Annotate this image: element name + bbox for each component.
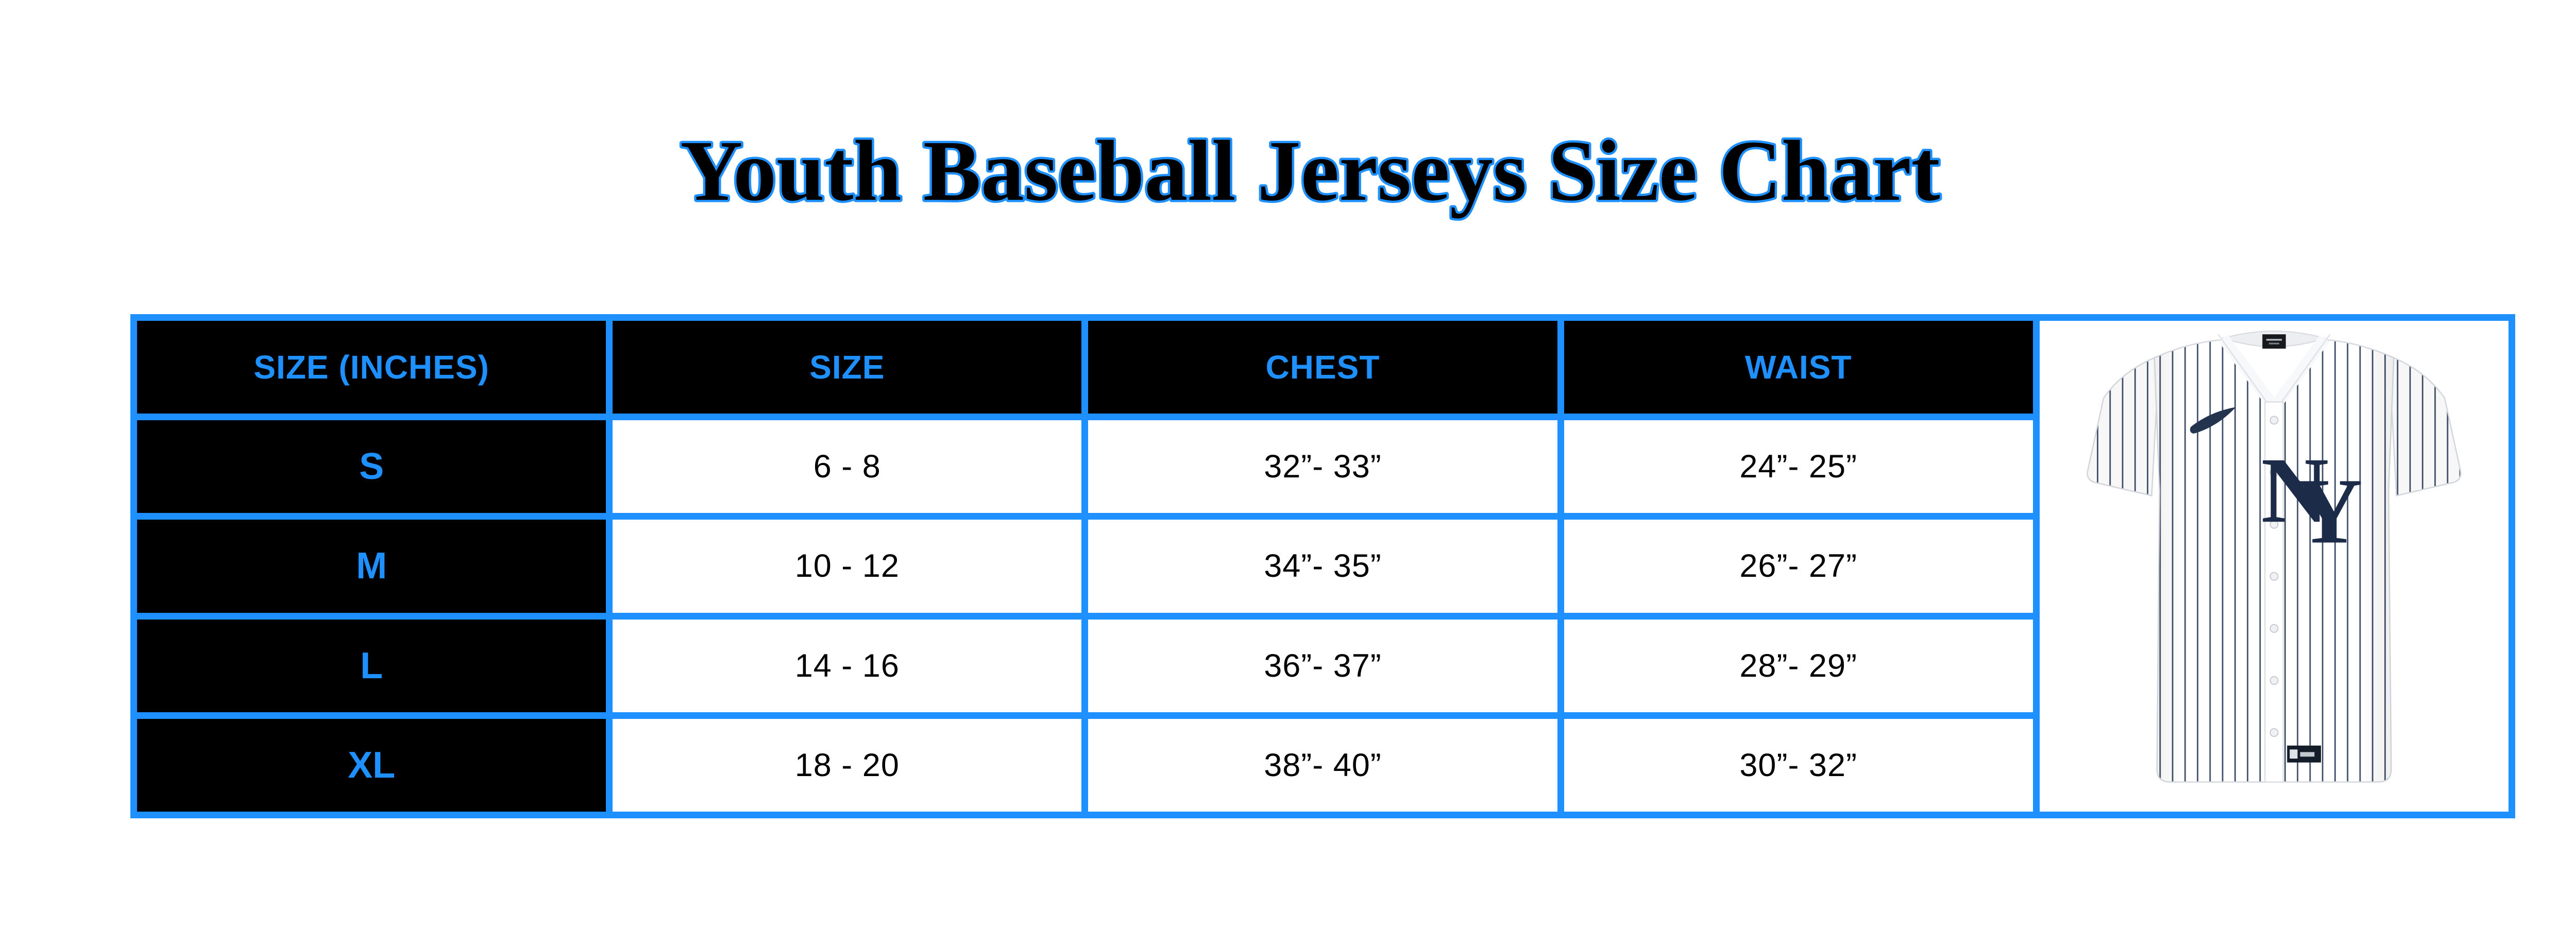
page-title-area: Youth Baseball Jerseys Size Chart [0, 67, 2576, 237]
size-label-cell: L [137, 619, 606, 712]
jersey-product-image: N Y [2039, 321, 2509, 812]
jersey-image: N Y [2087, 331, 2462, 783]
size-label-cell: XL [137, 718, 606, 812]
size-value-cell: 10 - 12 [613, 520, 1082, 613]
waist-value-cell: 28”- 29” [1564, 619, 2033, 712]
size-value-cell: 14 - 16 [613, 619, 1082, 712]
jersey-buttons [2269, 416, 2279, 737]
ny-logo: N Y [2261, 439, 2363, 563]
nike-swoosh-icon [2190, 407, 2236, 434]
column-header-size-inches: SIZE (INCHES) [137, 321, 606, 414]
waist-value-cell: 26”- 27” [1564, 520, 2033, 613]
waist-value-cell: 24”- 25” [1564, 420, 2033, 513]
chest-value-cell: 32”- 33” [1088, 420, 1557, 513]
size-chart-table: SIZE (INCHES) SIZE CHEST WAIST [130, 314, 2515, 818]
column-header-chest: CHEST [1088, 321, 1557, 414]
chest-value-cell: 36”- 37” [1088, 619, 1557, 712]
page-title: Youth Baseball Jerseys Size Chart [680, 123, 1940, 219]
collar-tag [2262, 334, 2286, 349]
page-title-svg: Youth Baseball Jerseys Size Chart [678, 121, 1942, 221]
column-header-size: SIZE [613, 321, 1082, 414]
jock-tag [2287, 746, 2321, 763]
chest-value-cell: 34”- 35” [1088, 520, 1557, 613]
jersey-right-sleeve [2391, 357, 2462, 497]
size-label-cell: M [137, 520, 606, 613]
size-value-cell: 6 - 8 [613, 420, 1082, 513]
jersey-placket [2264, 401, 2284, 783]
chest-value-cell: 38”- 40” [1088, 718, 1557, 812]
ny-logo-letter-y: Y [2295, 460, 2362, 563]
jersey-left-sleeve [2087, 357, 2158, 497]
waist-value-cell: 30”- 32” [1564, 718, 2033, 812]
size-value-cell: 18 - 20 [613, 718, 1082, 812]
column-header-waist: WAIST [1564, 321, 2033, 414]
ny-logo-letter-n: N [2261, 439, 2329, 543]
size-label-cell: S [137, 420, 606, 513]
